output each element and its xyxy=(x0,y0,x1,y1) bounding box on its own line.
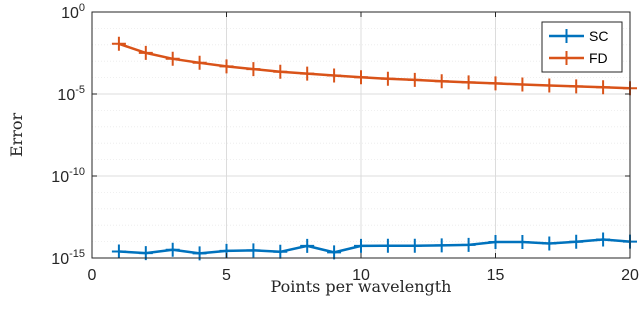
x-axis-label: Points per wavelength xyxy=(271,277,452,296)
series-layer xyxy=(111,36,637,261)
y-tick-label: 10-15 xyxy=(51,248,85,268)
data-point-sc xyxy=(354,238,368,253)
data-point-fd xyxy=(192,55,207,70)
data-point-sc xyxy=(407,238,422,253)
data-point-sc xyxy=(111,244,126,259)
data-point-fd xyxy=(569,79,584,94)
legend-marker-sc xyxy=(559,29,574,43)
legend-entry-fd: FD xyxy=(549,50,608,66)
x-tick-label: 20 xyxy=(621,267,639,284)
legend-marker-fd xyxy=(559,51,574,65)
series-sc xyxy=(111,232,637,261)
data-point-fd xyxy=(300,66,315,81)
data-point-fd xyxy=(273,64,288,79)
data-point-sc xyxy=(596,232,611,247)
data-point-fd xyxy=(165,51,180,66)
data-point-fd xyxy=(596,80,611,95)
data-point-sc xyxy=(542,236,557,251)
data-point-fd xyxy=(246,62,261,77)
data-point-fd xyxy=(219,59,234,74)
data-point-sc xyxy=(515,235,530,249)
legend-label-sc: SC xyxy=(589,28,608,44)
data-point-fd xyxy=(111,36,126,51)
x-tick-label: 15 xyxy=(487,267,505,284)
data-point-sc xyxy=(273,244,288,259)
data-point-fd xyxy=(327,68,342,83)
legend-box xyxy=(541,21,623,73)
data-point-fd xyxy=(138,45,153,60)
data-point-fd xyxy=(434,74,449,89)
legend: SC FD xyxy=(541,21,623,73)
series-fd xyxy=(111,36,637,96)
data-point-fd xyxy=(380,71,395,86)
x-tick-label: 0 xyxy=(88,267,97,284)
data-point-sc xyxy=(165,242,180,257)
legend-label-fd: FD xyxy=(589,50,608,66)
legend-entry-sc: SC xyxy=(549,28,608,44)
data-point-sc xyxy=(569,234,584,249)
data-point-fd xyxy=(354,70,368,85)
y-axis-label: Error xyxy=(7,113,26,158)
data-point-sc xyxy=(327,245,342,260)
data-point-sc xyxy=(300,238,315,253)
data-point-fd xyxy=(488,76,503,91)
y-tick-label: 100 xyxy=(61,2,85,22)
y-tick-label: 10-5 xyxy=(57,84,85,104)
data-point-sc xyxy=(246,243,261,258)
x-tick-labels: 0 5 10 15 20 xyxy=(88,267,639,284)
data-point-sc xyxy=(461,237,476,252)
data-point-fd xyxy=(542,78,557,93)
data-point-sc xyxy=(488,235,503,249)
data-point-fd xyxy=(461,75,476,90)
x-tick-label: 5 xyxy=(222,267,231,284)
data-point-sc xyxy=(434,238,449,253)
y-tick-labels: 100 10-5 10-10 10-15 xyxy=(51,2,85,268)
major-grid xyxy=(92,12,630,258)
data-point-fd xyxy=(515,77,530,92)
axis-ticks xyxy=(91,11,631,259)
data-point-fd xyxy=(407,72,422,87)
y-tick-label: 10-10 xyxy=(51,166,85,186)
data-point-sc xyxy=(380,238,395,253)
x-tick-label: 10 xyxy=(352,267,370,284)
